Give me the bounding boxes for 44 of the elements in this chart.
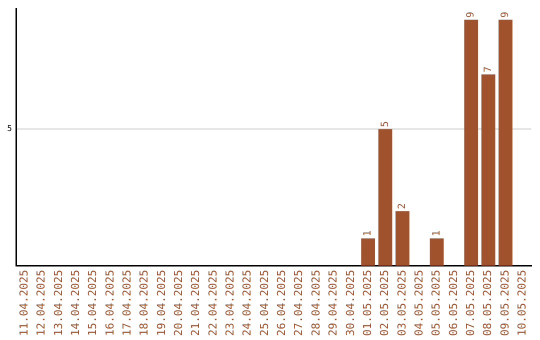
x-tick-label: 14.04.2025 xyxy=(68,270,82,336)
x-tick-label: 23.04.2025 xyxy=(224,270,237,336)
bar xyxy=(378,129,392,266)
x-tick-label: 08.05.2025 xyxy=(481,270,494,336)
bar xyxy=(396,211,410,266)
data-label: 7 xyxy=(482,66,494,72)
x-tick-label: 06.05.2025 xyxy=(446,270,460,336)
x-tick-label: 30.04.2025 xyxy=(344,270,357,336)
bar xyxy=(464,20,478,266)
x-tick-label: 16.04.2025 xyxy=(103,270,116,336)
x-tick-label: 02.05.2025 xyxy=(378,270,392,336)
x-tick-label: 18.04.2025 xyxy=(138,270,151,336)
x-tick-label: 22.04.2025 xyxy=(206,270,220,336)
bar xyxy=(481,74,496,266)
x-tick-label: 09.05.2025 xyxy=(498,270,512,336)
x-tick-label: 26.04.2025 xyxy=(275,270,288,336)
data-label: 5 xyxy=(380,121,391,128)
bar xyxy=(430,238,444,266)
x-tick-label: 27.04.2025 xyxy=(292,270,306,336)
x-tick-label: 11.04.2025 xyxy=(17,270,30,336)
x-tick-label: 20.04.2025 xyxy=(172,270,186,336)
x-tick-label: 12.04.2025 xyxy=(34,270,48,336)
x-tick-label: 03.05.2025 xyxy=(395,270,408,336)
x-tick-label: 24.04.2025 xyxy=(240,270,254,336)
bar xyxy=(361,238,376,266)
bar xyxy=(498,20,512,266)
data-label: 1 xyxy=(362,230,374,236)
x-tick-label: 29.04.2025 xyxy=(326,270,340,336)
x-tick-label: 13.04.2025 xyxy=(52,270,65,336)
x-tick-label: 28.04.2025 xyxy=(309,270,322,336)
data-label: 9 xyxy=(500,12,512,18)
data-label: 1 xyxy=(431,230,442,236)
x-tick-label: 25.04.2025 xyxy=(258,270,271,336)
x-tick-label: 15.04.2025 xyxy=(86,270,100,336)
data-label: 2 xyxy=(397,203,408,210)
x-tick-label: 07.05.2025 xyxy=(464,270,477,336)
x-tick-label: 05.05.2025 xyxy=(430,270,443,336)
x-tick-label: 17.04.2025 xyxy=(120,270,134,336)
x-tick-label: 04.05.2025 xyxy=(412,270,426,336)
x-tick-label: 21.04.2025 xyxy=(189,270,202,336)
x-tick-label: 10.05.2025 xyxy=(516,270,529,336)
x-tick-label: 19.04.2025 xyxy=(154,270,168,336)
x-tick-label: 01.05.2025 xyxy=(360,270,374,336)
data-label: 9 xyxy=(466,12,477,18)
